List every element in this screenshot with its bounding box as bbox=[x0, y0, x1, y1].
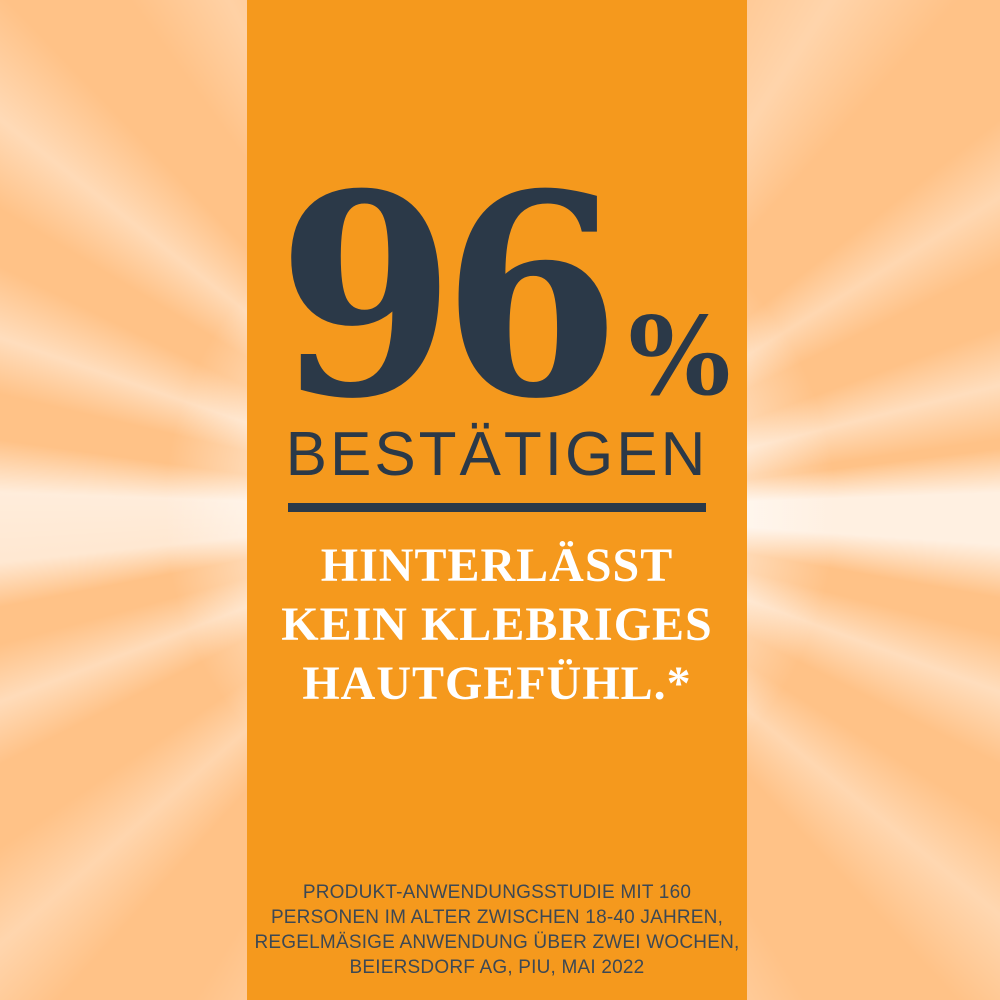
statistic-value: 96 bbox=[277, 133, 621, 460]
disclaimer-line-3: REGELMÄSIGE ANWENDUNG ÜBER ZWEI WOCHEN, bbox=[254, 932, 740, 953]
content-panel: 96% BESTÄTIGEN HINTERLÄSST KEIN KLEBRIGE… bbox=[247, 0, 747, 1000]
disclaimer-line-2: PERSONEN IM ALTER ZWISCHEN 18-40 JAHREN, bbox=[270, 907, 724, 928]
percent-sign: % bbox=[628, 294, 731, 420]
disclaimer-line-4: BEIERSDORF AG, PIU, MAI 2022 bbox=[349, 957, 645, 978]
disclaimer-text: PRODUKT-ANWENDUNGSSTUDIE MIT 160 PERSONE… bbox=[247, 880, 747, 980]
statistic-label: BESTÄTIGEN bbox=[285, 420, 709, 489]
claim-text: HINTERLÄSST KEIN KLEBRIGES HAUTGEFÜHL.* bbox=[247, 536, 747, 713]
disclaimer-line-1: PRODUKT-ANWENDUNGSSTUDIE MIT 160 bbox=[302, 882, 692, 903]
claim-line-2: KEIN KLEBRIGES bbox=[281, 598, 713, 651]
divider-rule bbox=[288, 503, 706, 512]
claim-line-3: HAUTGEFÜHL.* bbox=[302, 657, 692, 710]
statistic: 96% bbox=[247, 158, 747, 436]
claim-line-1: HINTERLÄSST bbox=[320, 539, 674, 592]
